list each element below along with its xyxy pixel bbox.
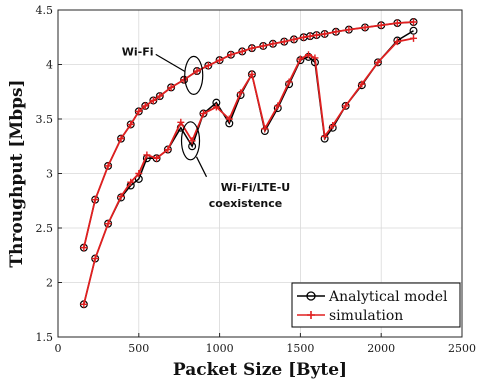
- legend-marker-analytical: [306, 291, 316, 301]
- coexistence-label-line-2: coexistence: [209, 197, 282, 210]
- series-analytical-coexistence: [79, 26, 418, 309]
- data-point: [156, 92, 164, 100]
- data-point: [237, 89, 245, 97]
- series-line-analytical-coexistence: [83, 30, 414, 305]
- y-tick-label: 3.5: [36, 113, 54, 126]
- series-simulation-coexistence: [80, 34, 418, 308]
- data-point: [80, 244, 88, 252]
- y-tick-label: 4.5: [36, 4, 54, 17]
- data-point: [304, 51, 312, 59]
- wifi-ellipse: [184, 55, 204, 96]
- legend-marker-simulation: [307, 311, 315, 319]
- data-point: [167, 83, 175, 91]
- wifi-arrow: [155, 53, 186, 72]
- data-point: [104, 162, 112, 170]
- data-point: [180, 76, 188, 84]
- data-point: [91, 196, 99, 204]
- y-tick-label: 4: [46, 59, 53, 72]
- legend: Analytical model simulation: [291, 282, 461, 328]
- data-point: [290, 35, 298, 43]
- coexistence-ellipse: [180, 121, 201, 161]
- data-point: [135, 107, 143, 115]
- data-point: [238, 47, 246, 55]
- legend-box: [291, 282, 461, 328]
- data-point: [204, 62, 212, 70]
- data-point: [300, 33, 308, 41]
- data-point: [261, 125, 269, 133]
- x-tick-label: 0: [55, 342, 62, 355]
- y-tick-label: 3: [46, 168, 53, 181]
- data-point: [188, 137, 196, 145]
- data-point: [193, 67, 201, 75]
- x-axis: 0 500 1000 1500 2000 2500: [55, 333, 476, 355]
- data-point: [117, 135, 125, 143]
- x-tick-label: 1500: [286, 342, 314, 355]
- data-point: [342, 102, 350, 110]
- data-point: [91, 255, 99, 263]
- data-point: [409, 26, 418, 35]
- data-point: [313, 31, 321, 39]
- data-point: [153, 154, 161, 162]
- data-point: [177, 118, 185, 126]
- data-point: [127, 120, 135, 128]
- y-tick-label: 2.5: [36, 222, 54, 235]
- x-axis-title: Packet Size [Byte]: [173, 360, 347, 380]
- data-point: [164, 146, 172, 154]
- data-point: [216, 56, 224, 64]
- data-point: [117, 192, 125, 200]
- data-point: [248, 44, 256, 52]
- data-point: [321, 30, 329, 38]
- data-point: [259, 42, 267, 50]
- data-point: [393, 19, 401, 27]
- data-point: [306, 32, 314, 40]
- data-point: [296, 55, 304, 63]
- data-point: [143, 151, 151, 159]
- data-point: [80, 300, 88, 308]
- coexistence-label-line-1: Wi-Fi/LTE-U: [221, 181, 290, 194]
- data-point: [285, 78, 293, 86]
- data-point: [149, 96, 157, 104]
- data-point: [393, 38, 401, 46]
- x-tick-label: 500: [128, 342, 149, 355]
- data-point: [374, 58, 382, 66]
- x-tick-label: 1000: [206, 342, 234, 355]
- data-point: [311, 54, 319, 62]
- data-point: [361, 23, 369, 31]
- annotations: Wi-Fi Wi-Fi/LTE-U coexistence: [122, 45, 291, 209]
- data-point: [321, 132, 329, 140]
- series-group: [79, 17, 418, 309]
- data-point: [410, 18, 418, 26]
- data-point: [248, 70, 256, 78]
- x-tick-label: 2000: [367, 342, 395, 355]
- data-point: [332, 28, 340, 36]
- y-axis-title: Throughput [Mbps]: [7, 79, 27, 267]
- data-point: [227, 51, 235, 59]
- series-line-simulation-coexistence: [82, 37, 414, 305]
- y-axis: 1.5 2 2.5 3 3.5 4 4.5: [36, 4, 62, 344]
- data-point: [358, 80, 366, 88]
- data-point: [280, 38, 288, 46]
- data-point: [225, 115, 233, 123]
- data-point: [212, 103, 220, 111]
- data-point: [135, 170, 143, 177]
- data-point: [345, 26, 353, 34]
- data-point: [329, 122, 337, 130]
- data-point: [274, 102, 282, 110]
- data-point: [410, 34, 418, 42]
- coexistence-arrow: [195, 156, 208, 178]
- y-tick-label: 1.5: [36, 331, 54, 344]
- data-point: [141, 102, 149, 110]
- data-point: [104, 220, 112, 228]
- series-simulation-wifi: [80, 18, 418, 252]
- data-point: [199, 110, 207, 118]
- data-point: [269, 40, 277, 48]
- legend-label-analytical: Analytical model: [328, 289, 448, 305]
- wifi-label: Wi-Fi: [122, 45, 154, 58]
- y-tick-label: 2: [46, 277, 53, 290]
- x-tick-label: 2500: [448, 342, 476, 355]
- data-point: [377, 21, 385, 29]
- legend-label-simulation: simulation: [329, 308, 403, 324]
- data-point: [127, 178, 135, 186]
